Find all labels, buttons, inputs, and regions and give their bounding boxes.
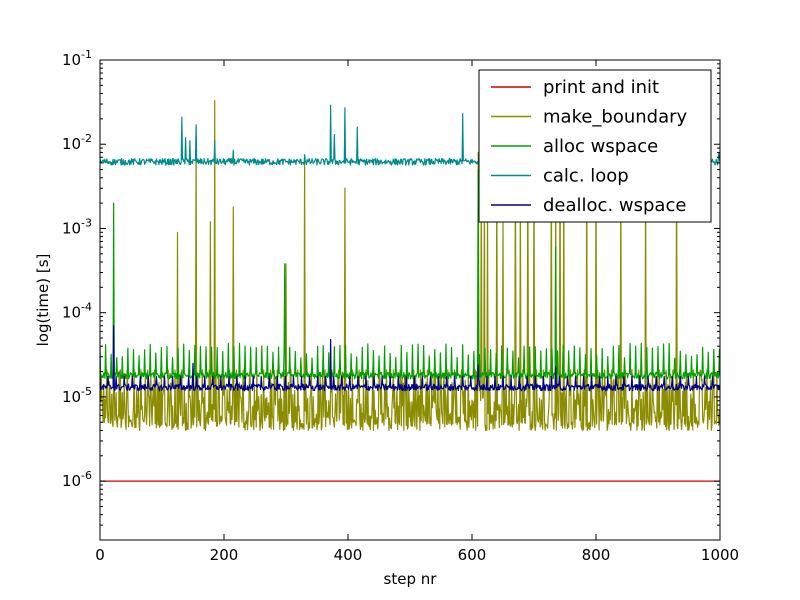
legend-label: make_boundary [543,107,688,128]
plot-area-frame [99,59,721,541]
y-tick-label: 10-2 [62,132,92,153]
y-axis-label: log(time) [s] [34,254,52,347]
series-line-dealloc-wspace [100,325,720,392]
y-tick-label: 10-4 [62,301,92,322]
legend-label: dealloc. wspace [543,195,686,216]
y-tick-label: 10-3 [62,216,92,237]
y-tick-label: 10-5 [62,385,92,406]
x-tick-label: 600 [458,546,487,564]
legend-label: alloc wspace [543,136,658,157]
series-line-make-boundary [100,99,720,432]
x-tick-label: 800 [582,546,611,564]
x-axis-label: step nr [384,570,438,588]
legend-label: calc. loop [543,166,629,187]
x-tick-label: 200 [210,546,239,564]
ticks-layer: 0 200 400 600 800 1000 10-6 10-5 10-4 10-3 10-2 10-… [62,48,739,564]
series-layer [100,99,720,482]
x-tick-label: 400 [334,546,363,564]
y-tick-label: 10-1 [62,48,92,69]
y-tick-label: 10-6 [62,469,92,490]
series-line-alloc-wspace [100,168,720,380]
x-tick-label: 0 [95,546,105,564]
x-tick-label: 1000 [701,546,739,564]
legend-label: print and init [543,77,659,98]
